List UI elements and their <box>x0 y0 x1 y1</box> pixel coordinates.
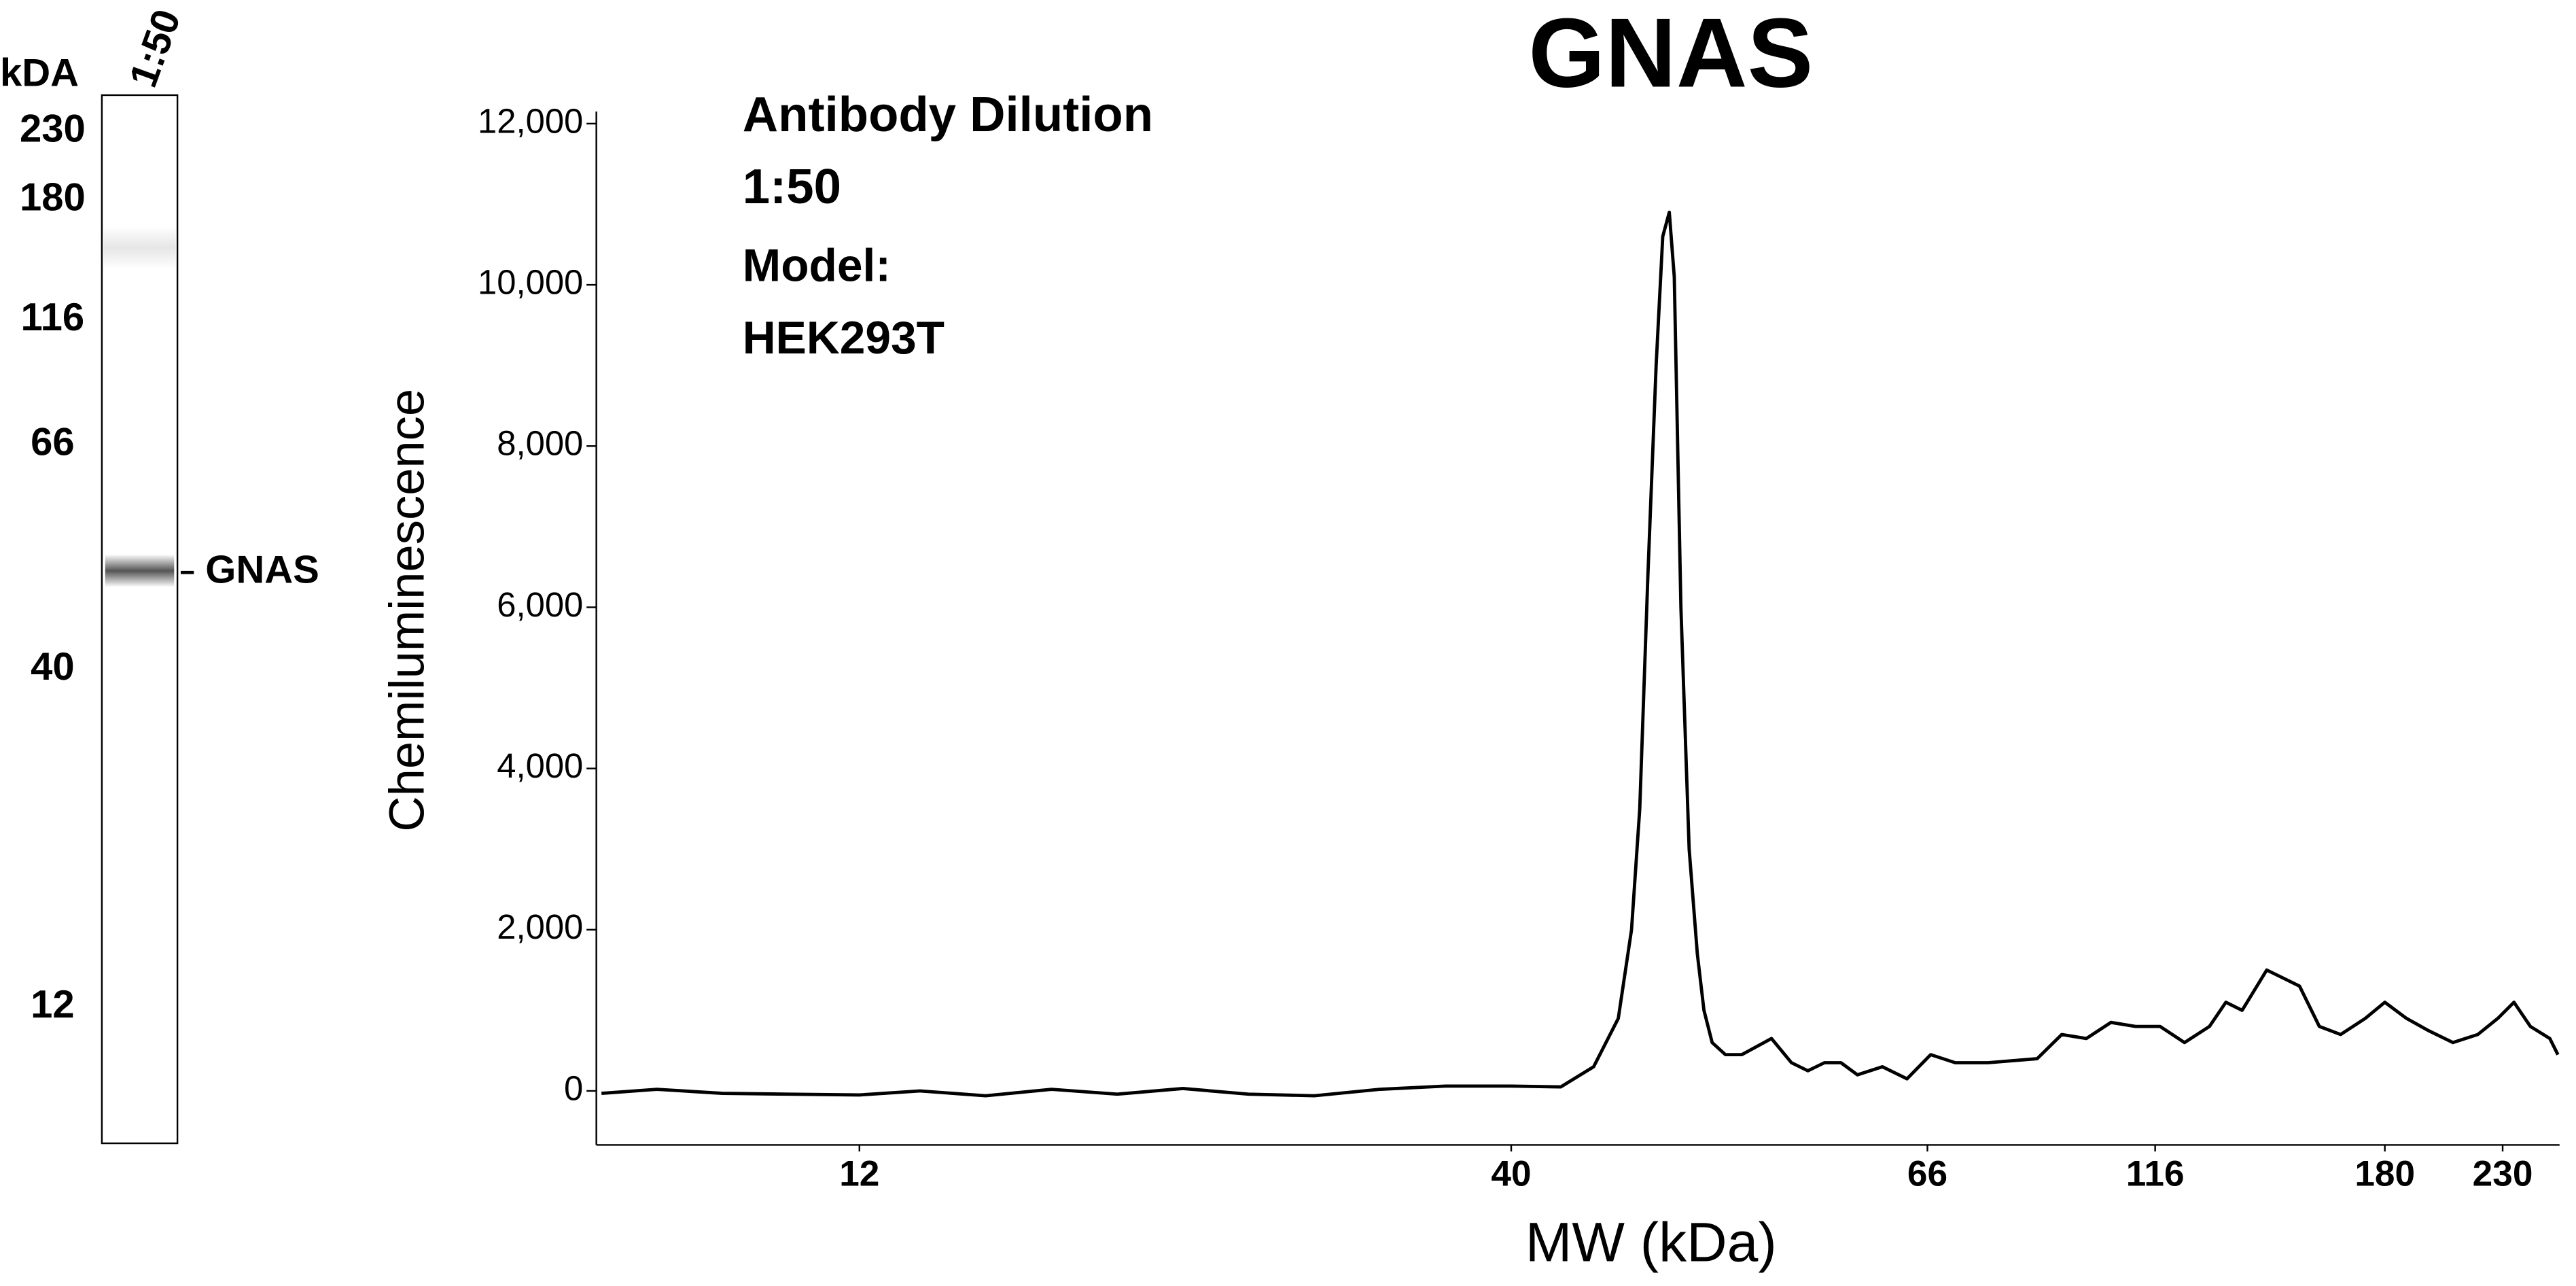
blot-lane <box>101 94 179 1145</box>
trace-line <box>601 210 2560 1098</box>
x-tick-label: 116 <box>2126 1153 2185 1194</box>
x-tick-label: 12 <box>839 1153 879 1194</box>
y-tick-label: 6,000 <box>497 585 583 624</box>
lane-label: 1:50 <box>122 4 190 93</box>
protein-band <box>105 554 175 587</box>
annotation: HEK293T <box>743 313 945 364</box>
x-axis-label: MW (kDa) <box>1525 1212 1777 1274</box>
y-axis-label: Chemiluminescence <box>380 389 435 832</box>
marker-label: 180 <box>20 176 86 220</box>
blot-unit: kDA <box>0 51 79 94</box>
y-tick-label: 2,000 <box>497 907 583 946</box>
y-tick-label: 4,000 <box>497 746 583 785</box>
blot-markers: 230 180 116 66 40 12 <box>20 107 86 1026</box>
marker-label: 116 <box>21 296 85 339</box>
annotation: 1:50 <box>743 159 841 214</box>
plot-area: 0 2,000 4,000 6,000 8,000 10,000 12,000 12 40 66 1… <box>478 101 2560 1194</box>
marker-label: 66 <box>31 420 75 464</box>
y-tick-label: 8,000 <box>497 424 583 463</box>
y-tick-label: 12,000 <box>478 101 583 140</box>
chart-title: GNAS <box>1528 0 1813 108</box>
x-tick-label: 230 <box>2473 1153 2533 1194</box>
marker-label: 40 <box>31 645 75 689</box>
annotation: Model: <box>743 241 891 292</box>
y-tick-label: 10,000 <box>478 262 583 301</box>
x-tick-label: 40 <box>1491 1153 1531 1194</box>
y-tick-label: 0 <box>564 1068 583 1107</box>
marker-label: 12 <box>31 983 75 1026</box>
annotation: Antibody Dilution <box>743 87 1153 142</box>
marker-label: 230 <box>20 107 86 150</box>
x-tick-label: 66 <box>1907 1153 1947 1194</box>
faint-band <box>103 226 176 269</box>
x-tick-label: 180 <box>2354 1153 2415 1194</box>
band-label: GNAS <box>205 549 319 592</box>
